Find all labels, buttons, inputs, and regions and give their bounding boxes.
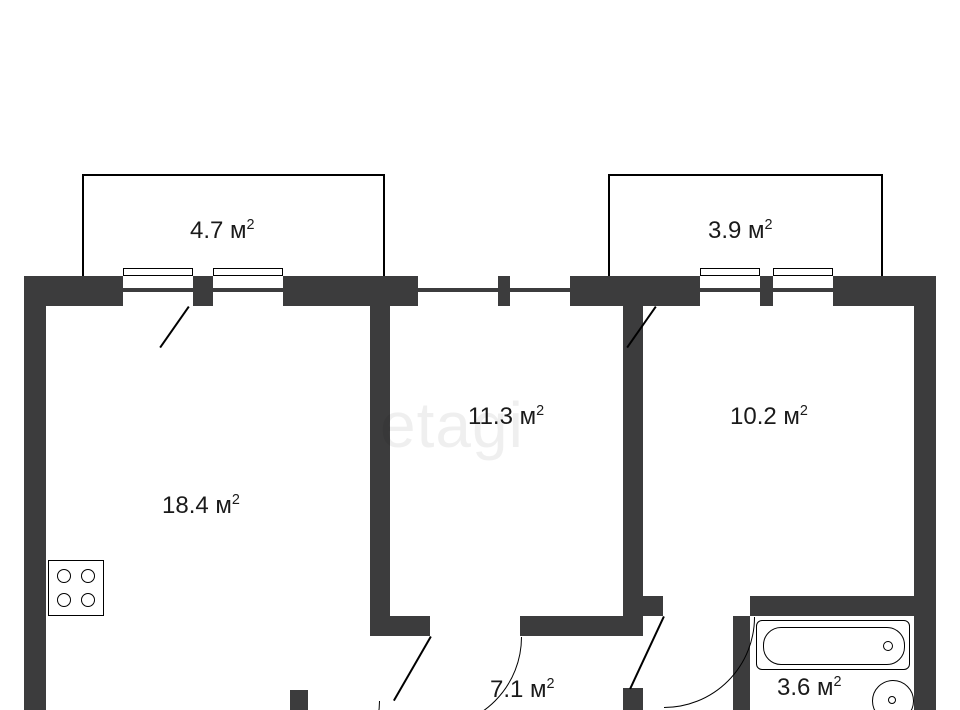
wall-right-bottom-a [623,596,663,616]
sink-drain [888,696,896,704]
label-hall-text: 7.1 м [490,676,547,703]
label-balcony-left-text: 4.7 м [190,217,247,244]
window-top-m1-bar [418,288,498,292]
balcony-right-top [608,174,883,176]
label-large-left: 18.4 м2 [162,492,240,520]
label-bath-text: 3.6 м [777,674,834,701]
wall-right-bottom-b [750,596,936,616]
label-balcony-left: 4.7 м2 [190,217,255,245]
wall-left [24,276,46,710]
label-large-left-text: 18.4 м [162,492,232,519]
sill-r2 [773,268,833,276]
label-hall: 7.1 м2 [490,676,555,704]
watermark: etagi [380,388,524,462]
burner-4 [81,593,95,607]
sill-l2 [213,268,283,276]
door-balcony-leaf [159,306,189,348]
stove [48,560,104,616]
label-hall-sup: 2 [547,676,555,692]
balcony-right-right [881,174,883,276]
label-right: 10.2 м2 [730,403,808,431]
label-bath-sup: 2 [834,674,842,690]
balcony-left-top [82,174,385,176]
balcony-right-left [608,174,610,276]
window-top-m2-bar [510,288,570,292]
wall-mid-bottom-left [370,616,430,636]
balcony-left-right [383,174,385,276]
bathtub [756,620,910,670]
burner-2 [81,569,95,583]
wall-right [914,276,936,710]
balcony-left-left [82,174,84,276]
label-balcony-right-sup: 2 [765,217,773,233]
door-mid-leaf [393,636,432,701]
wall-int-2-lower [623,688,643,710]
label-balcony-right-text: 3.9 м [708,217,765,244]
label-right-sup: 2 [800,403,808,419]
sill-l1 [123,268,193,276]
label-bath: 3.6 м2 [777,674,842,702]
label-balcony-right: 3.9 м2 [708,217,773,245]
bathtub-drain [883,641,893,651]
window-top-l1-bar [123,288,193,292]
floorplan-stage: 4.7 м2 3.9 м2 18.4 м2 11.3 м2 10.2 м2 7.… [0,0,960,710]
burner-1 [57,569,71,583]
sink [872,680,914,710]
window-top-l2-bar [213,288,283,292]
label-mid-sup: 2 [536,403,544,419]
burner-3 [57,593,71,607]
label-large-left-sup: 2 [232,492,240,508]
label-right-text: 10.2 м [730,403,800,430]
wall-mid-bottom-right [520,616,643,636]
window-top-r1-bar [700,288,760,292]
window-top-r2-bar [773,288,833,292]
sill-r1 [700,268,760,276]
watermark-text: etagi [380,389,524,461]
label-balcony-left-sup: 2 [247,217,255,233]
